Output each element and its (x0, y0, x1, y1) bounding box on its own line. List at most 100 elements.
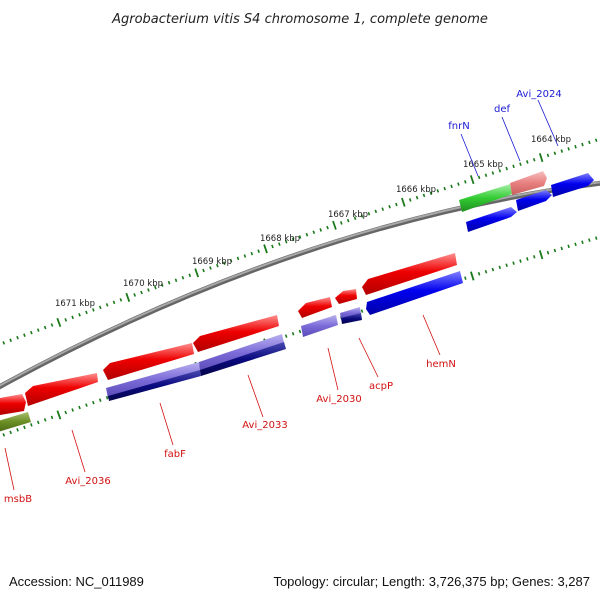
outer-ruler-minor-tick (222, 261, 226, 265)
outer-ruler-minor-tick (443, 186, 446, 191)
gene-arrow-Avi_2030[interactable] (298, 297, 332, 318)
gene-arrow-blue-hemN[interactable] (366, 271, 463, 315)
outer-ruler-minor-tick (457, 182, 460, 186)
inner-ruler-minor-tick (64, 410, 68, 415)
gene-arrow-navy-3[interactable] (341, 313, 362, 324)
inner-ruler-minor-tick (43, 418, 47, 422)
leader-Avi_2030 (327, 347, 339, 391)
leader-hemN (422, 314, 441, 356)
outer-ruler-major-tick (125, 292, 131, 302)
gene-arrow-lavender-1[interactable] (106, 362, 200, 398)
outer-ruler-minor-tick (50, 323, 54, 327)
accession-text: Accession: NC_011989 (9, 574, 144, 589)
gene-arrow-blue-1[interactable] (466, 207, 517, 232)
outer-ruler-minor-tick (436, 189, 440, 193)
inner-ruler-minor-tick (519, 259, 522, 263)
inner-ruler-minor-tick (484, 269, 488, 274)
gene-arrow-msbB[interactable] (0, 394, 26, 415)
outer-ruler-minor-tick (464, 180, 467, 184)
inner-ruler-minor-tick (71, 408, 74, 412)
gene-arrow-navy-2[interactable] (200, 342, 286, 376)
inner-ruler-minor-tick (574, 242, 577, 247)
ruler-label-1667: 1667 kbp (328, 210, 368, 220)
gene-arrow-def[interactable] (510, 171, 547, 195)
outer-ruler-minor-tick (512, 164, 515, 169)
outer-ruler-minor-tick (119, 298, 123, 302)
inner-ruler-minor-tick (560, 246, 563, 251)
outer-ruler-minor-tick (546, 153, 550, 158)
inner-ruler-minor-tick (50, 415, 54, 420)
outer-ruler-minor-tick (257, 249, 260, 253)
leader-msbB (4, 447, 15, 491)
outer-ruler-minor-tick (305, 232, 309, 237)
outer-ruler-minor-tick (553, 151, 557, 156)
inner-ruler-minor-tick (567, 244, 570, 249)
gene-arrow-lavender-3[interactable] (301, 315, 338, 337)
outer-ruler-minor-tick (167, 280, 171, 285)
outer-ruler-minor-tick (367, 211, 371, 216)
outer-ruler-minor-tick (188, 273, 192, 278)
inner-ruler-minor-tick (553, 248, 557, 253)
inner-ruler-minor-tick (23, 425, 26, 430)
inner-ruler-minor-tick (526, 257, 529, 261)
tick-marks (2, 138, 598, 437)
inner-ruler-minor-tick (9, 430, 12, 435)
outer-ruler-minor-tick (30, 330, 33, 335)
outer-ruler-minor-tick (23, 333, 26, 337)
backbone (0, 181, 600, 387)
outer-ruler-major-tick (56, 317, 62, 328)
outer-ruler-minor-tick (291, 237, 295, 242)
gene-arrow-fabF[interactable] (103, 343, 194, 380)
inner-ruler-minor-tick (491, 267, 495, 272)
inner-ruler-minor-tick (284, 334, 288, 338)
map-title: Agrobacterium vitis S4 chromosome 1, com… (111, 12, 488, 27)
outer-ruler-minor-tick (284, 239, 288, 244)
outer-ruler-minor-tick (250, 251, 254, 256)
outer-ruler-minor-tick (374, 209, 378, 214)
ruler-label-1666: 1666 kbp (396, 185, 436, 195)
leader-Avi_2024 (537, 99, 559, 147)
inner-ruler-major-tick (470, 271, 475, 281)
gene-arrow-Avi_2036[interactable] (25, 373, 98, 406)
outer-ruler-minor-tick (271, 244, 274, 249)
inner-ruler-major-tick (56, 410, 62, 420)
inner-ruler-minor-tick (477, 272, 481, 276)
gene-arrow-Avi_2033[interactable] (193, 315, 279, 352)
inner-ruler-minor-tick (588, 238, 591, 242)
outer-ruler-minor-tick (312, 230, 316, 235)
outer-ruler-minor-tick (484, 173, 488, 177)
ruler-label-1668: 1668 kbp (260, 234, 300, 244)
inner-ruler-minor-tick (105, 395, 109, 400)
inner-ruler-minor-tick (98, 398, 102, 402)
outer-ruler-minor-tick (340, 221, 343, 225)
inner-ruler-minor-tick (2, 433, 6, 437)
gene-label-Avi_2030: Avi_2030 (316, 394, 361, 405)
gene-arrow-hemN[interactable] (362, 253, 457, 295)
outer-ruler-major-tick (194, 268, 200, 278)
outer-ruler-minor-tick (133, 293, 136, 297)
gene-arrow-acpP[interactable] (335, 289, 357, 304)
outer-ruler-minor-tick (147, 288, 150, 292)
inner-ruler-minor-tick (360, 309, 364, 313)
outer-ruler-minor-tick (2, 341, 6, 345)
outer-ruler-minor-tick (574, 144, 577, 149)
outer-ruler-minor-tick (326, 225, 329, 230)
outer-ruler-minor-tick (381, 207, 384, 211)
gene-arrow-lavender-2[interactable] (199, 334, 284, 372)
outer-ruler-minor-tick (526, 160, 529, 164)
outer-ruler-major-tick (538, 153, 544, 163)
gene-label-fabF: fabF (164, 449, 186, 460)
outer-ruler-minor-tick (209, 266, 212, 270)
gene-label-fnrN: fnrN (448, 121, 469, 132)
inner-ruler-major-tick (538, 250, 544, 260)
gene-arrow-blue-2[interactable] (516, 190, 552, 211)
gene-arrow-olive[interactable] (0, 412, 31, 432)
outer-ruler-minor-tick (16, 335, 19, 340)
gene-arrow-navy-1[interactable] (108, 370, 201, 401)
outer-ruler-minor-tick (353, 216, 357, 221)
outer-ruler-minor-tick (181, 275, 185, 280)
outer-ruler-major-tick (401, 197, 406, 207)
gene-arrow-blue-3[interactable] (551, 173, 594, 197)
outer-ruler-minor-tick (278, 242, 281, 246)
gene-arrow-fnrN[interactable] (459, 184, 512, 212)
